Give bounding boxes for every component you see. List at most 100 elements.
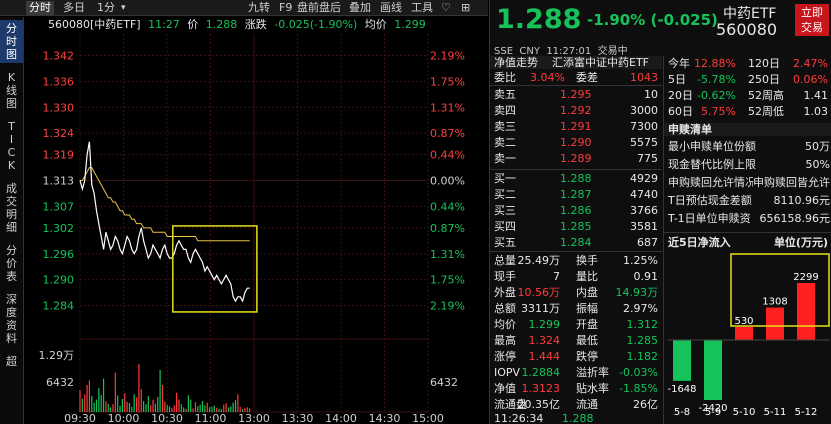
weibi-value: 3.04% [530,71,565,84]
stat-value: 1.285 [626,334,659,347]
tab-fenshi[interactable]: 分时 [26,1,54,15]
f9-button[interactable]: F9 [279,1,293,14]
x-tick-label: 10:00 [108,412,140,424]
exchange: SSE [494,46,514,57]
ask-row: 卖四 1.292 3000 [490,104,662,117]
expand-icon[interactable]: ⊞ [461,1,471,14]
volume-bar [185,408,187,412]
volume-bar [117,395,119,412]
stat-label: 外盘 [494,286,516,299]
trade-now-button[interactable]: 立即 交易 [795,4,829,36]
last-price: 1.288 [496,4,582,35]
netflow-highlight-box [730,253,830,327]
y-tick-right: 0.00% [430,175,465,188]
weicha-label: 委差 [576,71,598,84]
period-label: 今年 [668,57,690,70]
ask-volume: 5575 [630,136,658,149]
stats-row: 净值 1.3123 贴水率 -1.85% [490,382,662,395]
stat-label: 总额 [494,302,516,315]
nav-trend-row[interactable]: 净值走势 汇添富中证中药ETF [490,56,662,69]
avg-price-line [80,167,250,242]
x-tick-label: 10:30 [151,412,183,424]
volume-bar [166,404,168,412]
bid-volume: 3581 [630,220,658,233]
intraday-chart[interactable]: 1.342 2.19% 1.336 1.75% 1.330 1.31% 1.324 0.87%… [0,0,488,424]
tab-multiday[interactable]: 多日 [63,1,85,14]
y-tick-right: 0.44% [430,200,465,213]
stat-value: 2.97% [623,302,658,315]
divider [490,251,662,252]
subscribe-row: 最小申赎单位份额 50万 [664,140,831,153]
stat-value: 10.56万 [517,286,561,299]
subscribe-row: T日预估现金差额 8110.96元 [664,194,831,207]
volume-bar [147,395,149,412]
bid-price: 1.285 [560,220,592,233]
vtab-4[interactable]: 分价表 [6,244,17,283]
x-tick-label: 14:00 [325,412,357,424]
ask-label: 卖二 [494,136,516,149]
period-label: 60日 [668,105,693,118]
chart-toolbar: 分时 多日 1分 ▾ 九转 F9 盘前盘后 叠加 画线 工具 ♡ ⊞ [0,0,488,16]
volume-bar [206,402,208,412]
ask-volume: 10 [644,88,658,101]
volume-bar [192,408,194,412]
stat-value: -0.03% [619,366,658,379]
period-row: 20日 -0.62% 52周高 1.41 [664,89,831,102]
tools-button[interactable]: 工具 [411,1,433,14]
netflow-category-label: 5-9 [705,407,721,418]
ask-price: 1.289 [560,152,592,165]
period-value: 1.41 [803,89,829,102]
subscribe-header[interactable]: 申赎清单 [664,123,831,136]
period-value: 1.03 [803,105,829,118]
volume-bar [140,389,142,412]
pre-post-market-button[interactable]: 盘前盘后 [297,1,341,14]
bid-price: 1.286 [560,204,592,217]
volume-bar [234,400,237,412]
subscribe-label: 最小申赎单位份额 [668,140,756,153]
favorite-heart-icon[interactable]: ♡ [441,1,451,14]
volume-bar [216,407,218,412]
stat-value: 0.91 [633,270,659,283]
volume-bar [114,372,116,412]
volume-bar [161,384,164,412]
volume-tick-label: 6432 [46,376,74,389]
bid-label: 买一 [494,172,516,185]
jiuzhuan-button[interactable]: 九转 [248,1,270,14]
overlay-button[interactable]: 叠加 [349,1,371,14]
tick-time: 11:26:34 [494,412,544,424]
volume-bar [190,399,192,412]
y-tick-right: 2.19% [430,299,465,312]
side-info-column: 今年 12.88% 120日 2.47% 5日 -5.78% 250日 0.06% 20日 -0.… [663,56,831,424]
divider [664,232,831,233]
vtab-6[interactable]: 超 [6,355,17,368]
stat-value: -1.85% [619,382,658,395]
netflow-unit: 单位(万元) [773,236,828,249]
volume-bar [239,406,241,412]
volume-bar [81,398,83,412]
bid-label: 买五 [494,236,516,249]
period-select[interactable]: 1分 [97,1,115,14]
netflow-category-label: 5-11 [764,407,787,418]
vtab-0[interactable]: 分时图 [0,20,23,63]
draw-line-button[interactable]: 画线 [380,1,402,14]
stat-value: 1.324 [528,334,561,347]
volume-bar [157,396,159,412]
x-tick-label: 13:30 [282,412,314,424]
period-dropdown-icon[interactable]: ▾ [121,3,126,13]
ask-volume: 3000 [630,104,658,117]
volume-bar [119,405,121,412]
stat-label: 量比 [576,270,598,283]
vtab-3[interactable]: 成交明细 [6,182,17,234]
vtab-5[interactable]: 深度资料 [6,293,17,345]
subscribe-value: 50% [805,158,830,171]
volume-bar [183,407,185,412]
security-name: 中药ETF [723,6,777,22]
stat-label: 最低 [576,334,598,347]
volume-bar [105,401,107,412]
volume-bar [88,380,91,412]
y-tick-left: 1.324 [43,127,75,140]
security-code: 560080 [716,20,778,39]
